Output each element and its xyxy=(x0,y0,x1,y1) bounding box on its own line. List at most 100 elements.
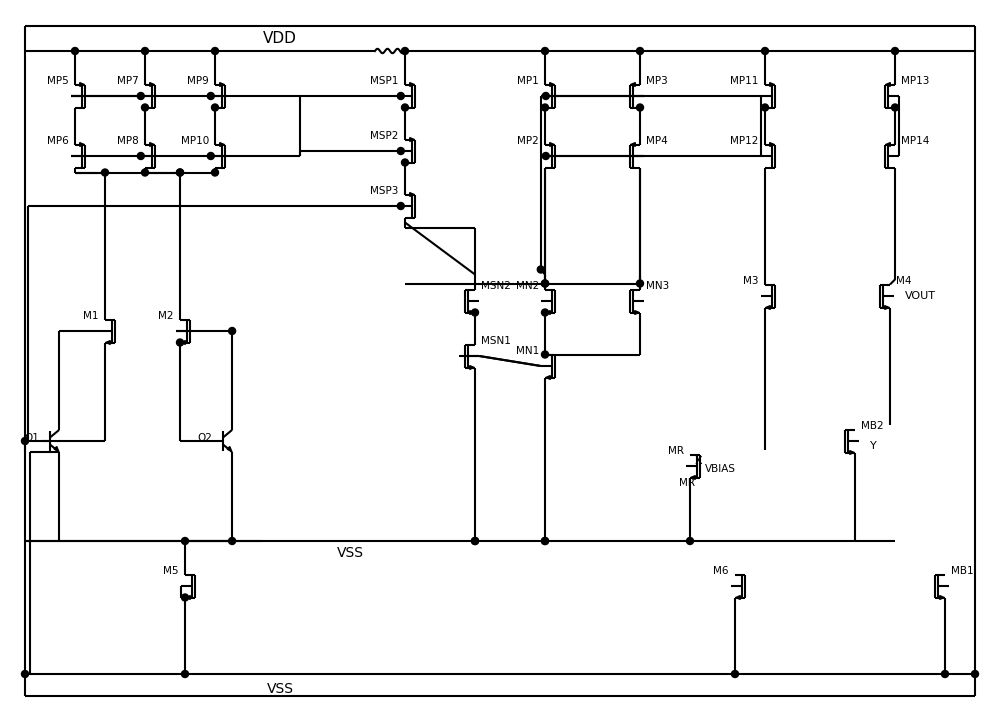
Polygon shape xyxy=(736,596,740,599)
Polygon shape xyxy=(940,596,944,599)
Text: VSS: VSS xyxy=(336,546,364,560)
Polygon shape xyxy=(181,341,185,344)
Circle shape xyxy=(542,280,548,287)
Text: X: X xyxy=(695,456,703,466)
Text: Q1: Q1 xyxy=(24,433,39,443)
Polygon shape xyxy=(546,311,550,314)
Circle shape xyxy=(542,538,548,544)
Circle shape xyxy=(537,266,544,273)
Circle shape xyxy=(22,437,28,445)
Text: MR: MR xyxy=(668,446,684,456)
Text: MB1: MB1 xyxy=(951,566,974,576)
Polygon shape xyxy=(220,142,224,146)
Circle shape xyxy=(212,104,218,111)
Circle shape xyxy=(72,47,78,54)
Text: MP8: MP8 xyxy=(117,136,139,146)
Polygon shape xyxy=(770,142,774,146)
Text: MR: MR xyxy=(679,478,695,488)
Polygon shape xyxy=(691,475,695,480)
Text: M3: M3 xyxy=(743,276,759,286)
Text: MP11: MP11 xyxy=(730,76,759,86)
Polygon shape xyxy=(80,142,84,146)
Text: MP5: MP5 xyxy=(47,76,69,86)
Text: MP1: MP1 xyxy=(517,76,539,86)
Circle shape xyxy=(207,153,214,160)
Circle shape xyxy=(402,159,409,166)
Circle shape xyxy=(542,104,548,111)
Text: VBIAS: VBIAS xyxy=(705,464,736,474)
Polygon shape xyxy=(886,82,890,87)
Polygon shape xyxy=(550,82,554,87)
Polygon shape xyxy=(470,311,474,314)
Text: MP13: MP13 xyxy=(901,76,930,86)
Circle shape xyxy=(137,153,144,160)
Text: Q2: Q2 xyxy=(197,433,212,443)
Circle shape xyxy=(472,538,479,544)
Circle shape xyxy=(732,670,738,677)
Circle shape xyxy=(212,169,218,176)
Circle shape xyxy=(542,153,549,160)
Text: MSP1: MSP1 xyxy=(370,76,399,86)
Circle shape xyxy=(212,47,218,54)
Circle shape xyxy=(686,538,694,544)
Circle shape xyxy=(942,670,948,677)
Polygon shape xyxy=(885,306,889,309)
Text: MN1: MN1 xyxy=(516,346,539,356)
Circle shape xyxy=(762,104,768,111)
Circle shape xyxy=(762,47,768,54)
Circle shape xyxy=(397,203,404,210)
Polygon shape xyxy=(631,82,635,87)
Text: MP3: MP3 xyxy=(646,76,668,86)
Circle shape xyxy=(102,169,108,176)
Polygon shape xyxy=(54,447,59,451)
Circle shape xyxy=(637,280,644,287)
Circle shape xyxy=(542,538,548,544)
Polygon shape xyxy=(470,366,474,369)
Circle shape xyxy=(182,538,188,544)
Circle shape xyxy=(142,104,148,111)
Text: MSP2: MSP2 xyxy=(370,131,399,141)
Polygon shape xyxy=(550,142,554,146)
Polygon shape xyxy=(770,82,774,87)
Text: MP12: MP12 xyxy=(730,136,759,146)
Polygon shape xyxy=(106,341,110,344)
Text: MP10: MP10 xyxy=(181,136,209,146)
Circle shape xyxy=(142,47,148,54)
Polygon shape xyxy=(410,137,414,141)
Text: M1: M1 xyxy=(83,311,99,321)
Text: MP14: MP14 xyxy=(901,136,930,146)
Polygon shape xyxy=(546,376,550,379)
Text: MSN1: MSN1 xyxy=(481,336,511,346)
Circle shape xyxy=(542,47,548,54)
Circle shape xyxy=(542,309,548,316)
Circle shape xyxy=(472,309,479,316)
Text: M5: M5 xyxy=(163,566,179,576)
Circle shape xyxy=(142,169,148,176)
Polygon shape xyxy=(220,82,224,87)
Circle shape xyxy=(22,670,28,677)
Circle shape xyxy=(182,670,188,677)
Polygon shape xyxy=(631,142,635,146)
Polygon shape xyxy=(227,447,232,451)
Text: VDD: VDD xyxy=(263,31,297,46)
Polygon shape xyxy=(850,450,854,455)
Circle shape xyxy=(637,104,644,111)
Polygon shape xyxy=(635,311,639,314)
Circle shape xyxy=(207,92,214,100)
Polygon shape xyxy=(886,142,890,146)
Circle shape xyxy=(402,47,409,54)
Text: VOUT: VOUT xyxy=(905,291,936,301)
Circle shape xyxy=(542,280,548,287)
Text: MB2: MB2 xyxy=(861,421,884,431)
Polygon shape xyxy=(766,306,770,309)
Circle shape xyxy=(137,92,144,100)
Text: MP7: MP7 xyxy=(117,76,139,86)
Circle shape xyxy=(176,339,184,346)
Circle shape xyxy=(229,538,236,544)
Circle shape xyxy=(176,169,184,176)
Text: MP2: MP2 xyxy=(517,136,539,146)
Polygon shape xyxy=(80,82,84,87)
Text: VSS: VSS xyxy=(266,682,294,696)
Polygon shape xyxy=(410,82,414,87)
Text: MP6: MP6 xyxy=(47,136,69,146)
